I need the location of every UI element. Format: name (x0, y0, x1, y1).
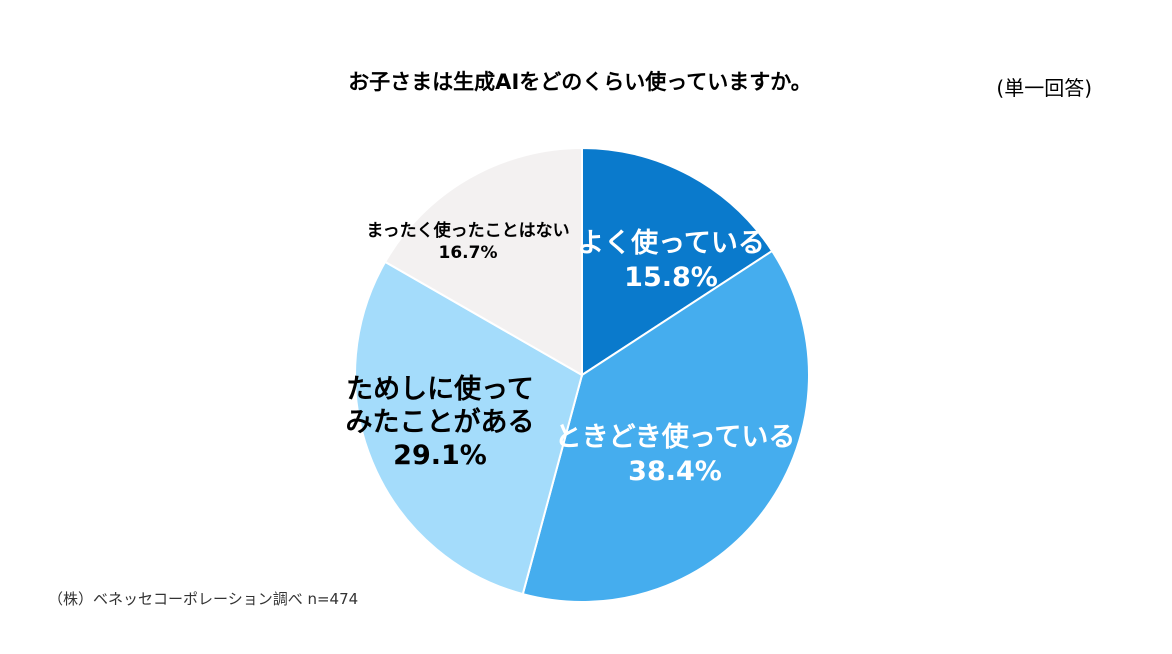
pie-slice (354, 260, 584, 596)
pie-slice (383, 146, 583, 377)
slice-category-label: みたことがある (346, 406, 535, 438)
slice-label: まったく使ったことはない 16.7% (366, 220, 569, 263)
slice-value-label: 15.8% (624, 262, 718, 293)
pie-slice (521, 249, 810, 603)
slice-category-label: ときどき使っている (555, 422, 796, 453)
chart-title: お子さまは生成AIをどのくらい使っていますか。 (348, 70, 812, 94)
slice-value-label: 29.1% (393, 440, 487, 471)
answer-type-note: (単一回答) (996, 76, 1092, 100)
slice-value-label: 16.7% (439, 243, 498, 263)
slice-category-label: ためしに使って (346, 374, 534, 405)
slice-value-label: 38.4% (628, 456, 722, 487)
slice-label: ためしに使ってみたことがある 29.1% (346, 374, 535, 471)
slice-label: ときどき使っている 38.4% (555, 422, 796, 487)
pie-slice (581, 146, 774, 377)
slice-label: よく使っている 15.8% (577, 228, 765, 293)
slice-category-label: まったく使ったことはない (366, 220, 569, 241)
source-note: （株）ベネッセコーポレーション調べ n=474 (48, 590, 359, 608)
slice-category-label: よく使っている (577, 228, 765, 259)
